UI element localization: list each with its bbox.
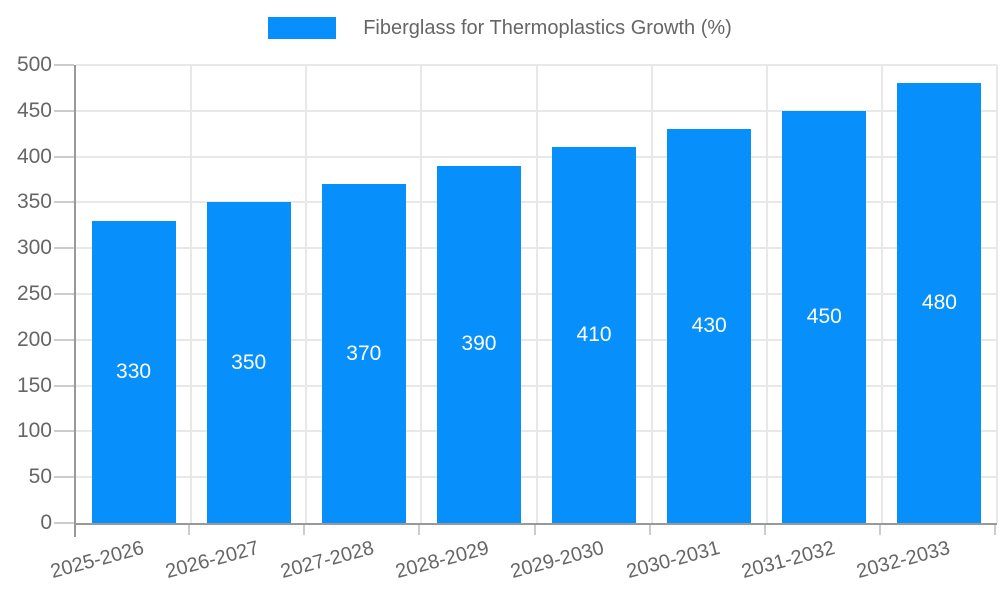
bar-2029-2030[interactable]: 410 [552, 147, 637, 523]
bar-2025-2026[interactable]: 330 [91, 220, 176, 523]
y-axis-label: 100 [16, 419, 52, 443]
y-axis-label: 250 [16, 282, 52, 305]
y-axis-tick [54, 430, 74, 433]
y-axis-label: 300 [16, 236, 52, 260]
x-axis-label: 2029-2030 [508, 537, 607, 584]
x-axis-label: 2025-2026 [48, 537, 147, 584]
bar-2031-2032[interactable]: 450 [782, 110, 867, 523]
y-axis-tick [54, 155, 74, 158]
bar-2028-2029[interactable]: 390 [436, 165, 521, 523]
x-axis-tick [418, 525, 421, 535]
x-gridline [305, 65, 308, 523]
x-axis-label: 2032-2033 [854, 537, 953, 584]
x-axis-tick [188, 525, 191, 535]
x-axis-tick [303, 525, 306, 535]
bar-2032-2033[interactable]: 480 [897, 83, 982, 523]
x-gridline [765, 65, 768, 523]
legend-label: Fiberglass for Thermoplastics Growth (%) [363, 17, 732, 39]
x-axis-label: 2026-2027 [163, 537, 262, 584]
y-axis-tick [54, 338, 74, 341]
y-axis-tick [54, 201, 74, 204]
bar-value-label: 370 [346, 341, 382, 365]
y-axis-label: 200 [16, 327, 52, 351]
y-axis-label: 0 [40, 511, 52, 534]
chart-legend[interactable]: Fiberglass for Thermoplastics Growth (%) [0, 16, 1000, 40]
y-axis-tick [54, 109, 74, 112]
y-axis-tick [54, 293, 74, 295]
bar-value-label: 480 [921, 291, 957, 315]
y-axis-tick [54, 522, 74, 524]
y-axis-extension [74, 525, 76, 537]
y-axis-label: 350 [16, 190, 52, 214]
plot-area: 330 350 370 390 410 430 450 480 [74, 64, 998, 525]
y-axis-tick [54, 247, 74, 250]
y-axis-label: 400 [16, 144, 52, 168]
x-gridline [650, 65, 653, 523]
bar-value-label: 330 [116, 359, 152, 383]
bar-value-label: 390 [461, 332, 497, 356]
x-gridline [880, 65, 883, 523]
bar-2026-2027[interactable]: 350 [206, 202, 291, 523]
x-axis-label: 2027-2028 [278, 537, 377, 584]
bar-value-label: 350 [231, 350, 267, 374]
x-axis-tick [533, 525, 536, 535]
x-gridline [420, 65, 423, 523]
y-axis-tick [54, 64, 74, 66]
x-axis-tick [878, 525, 881, 535]
x-axis-label: 2031-2032 [738, 537, 838, 584]
x-axis-label: 2030-2031 [623, 537, 722, 584]
y-axis-label: 500 [16, 53, 52, 76]
bar-value-label: 450 [806, 304, 842, 328]
bar-2030-2031[interactable]: 430 [667, 129, 752, 523]
legend-swatch [268, 17, 337, 39]
x-gridline [996, 65, 998, 523]
y-axis-tick [54, 476, 74, 479]
x-axis-tick [648, 525, 651, 535]
bar-2027-2028[interactable]: 370 [321, 184, 406, 523]
y-axis-label: 450 [16, 98, 52, 122]
y-axis-tick [54, 384, 74, 387]
x-axis-label: 2028-2029 [393, 537, 492, 584]
y-axis-label: 150 [16, 373, 52, 397]
x-gridline [190, 65, 193, 523]
bar-value-label: 430 [691, 314, 727, 338]
x-gridline [535, 65, 538, 523]
x-axis-tick [763, 525, 766, 535]
x-axis-tick [994, 525, 996, 535]
bar-value-label: 410 [576, 323, 612, 347]
y-axis-label: 50 [28, 465, 52, 489]
